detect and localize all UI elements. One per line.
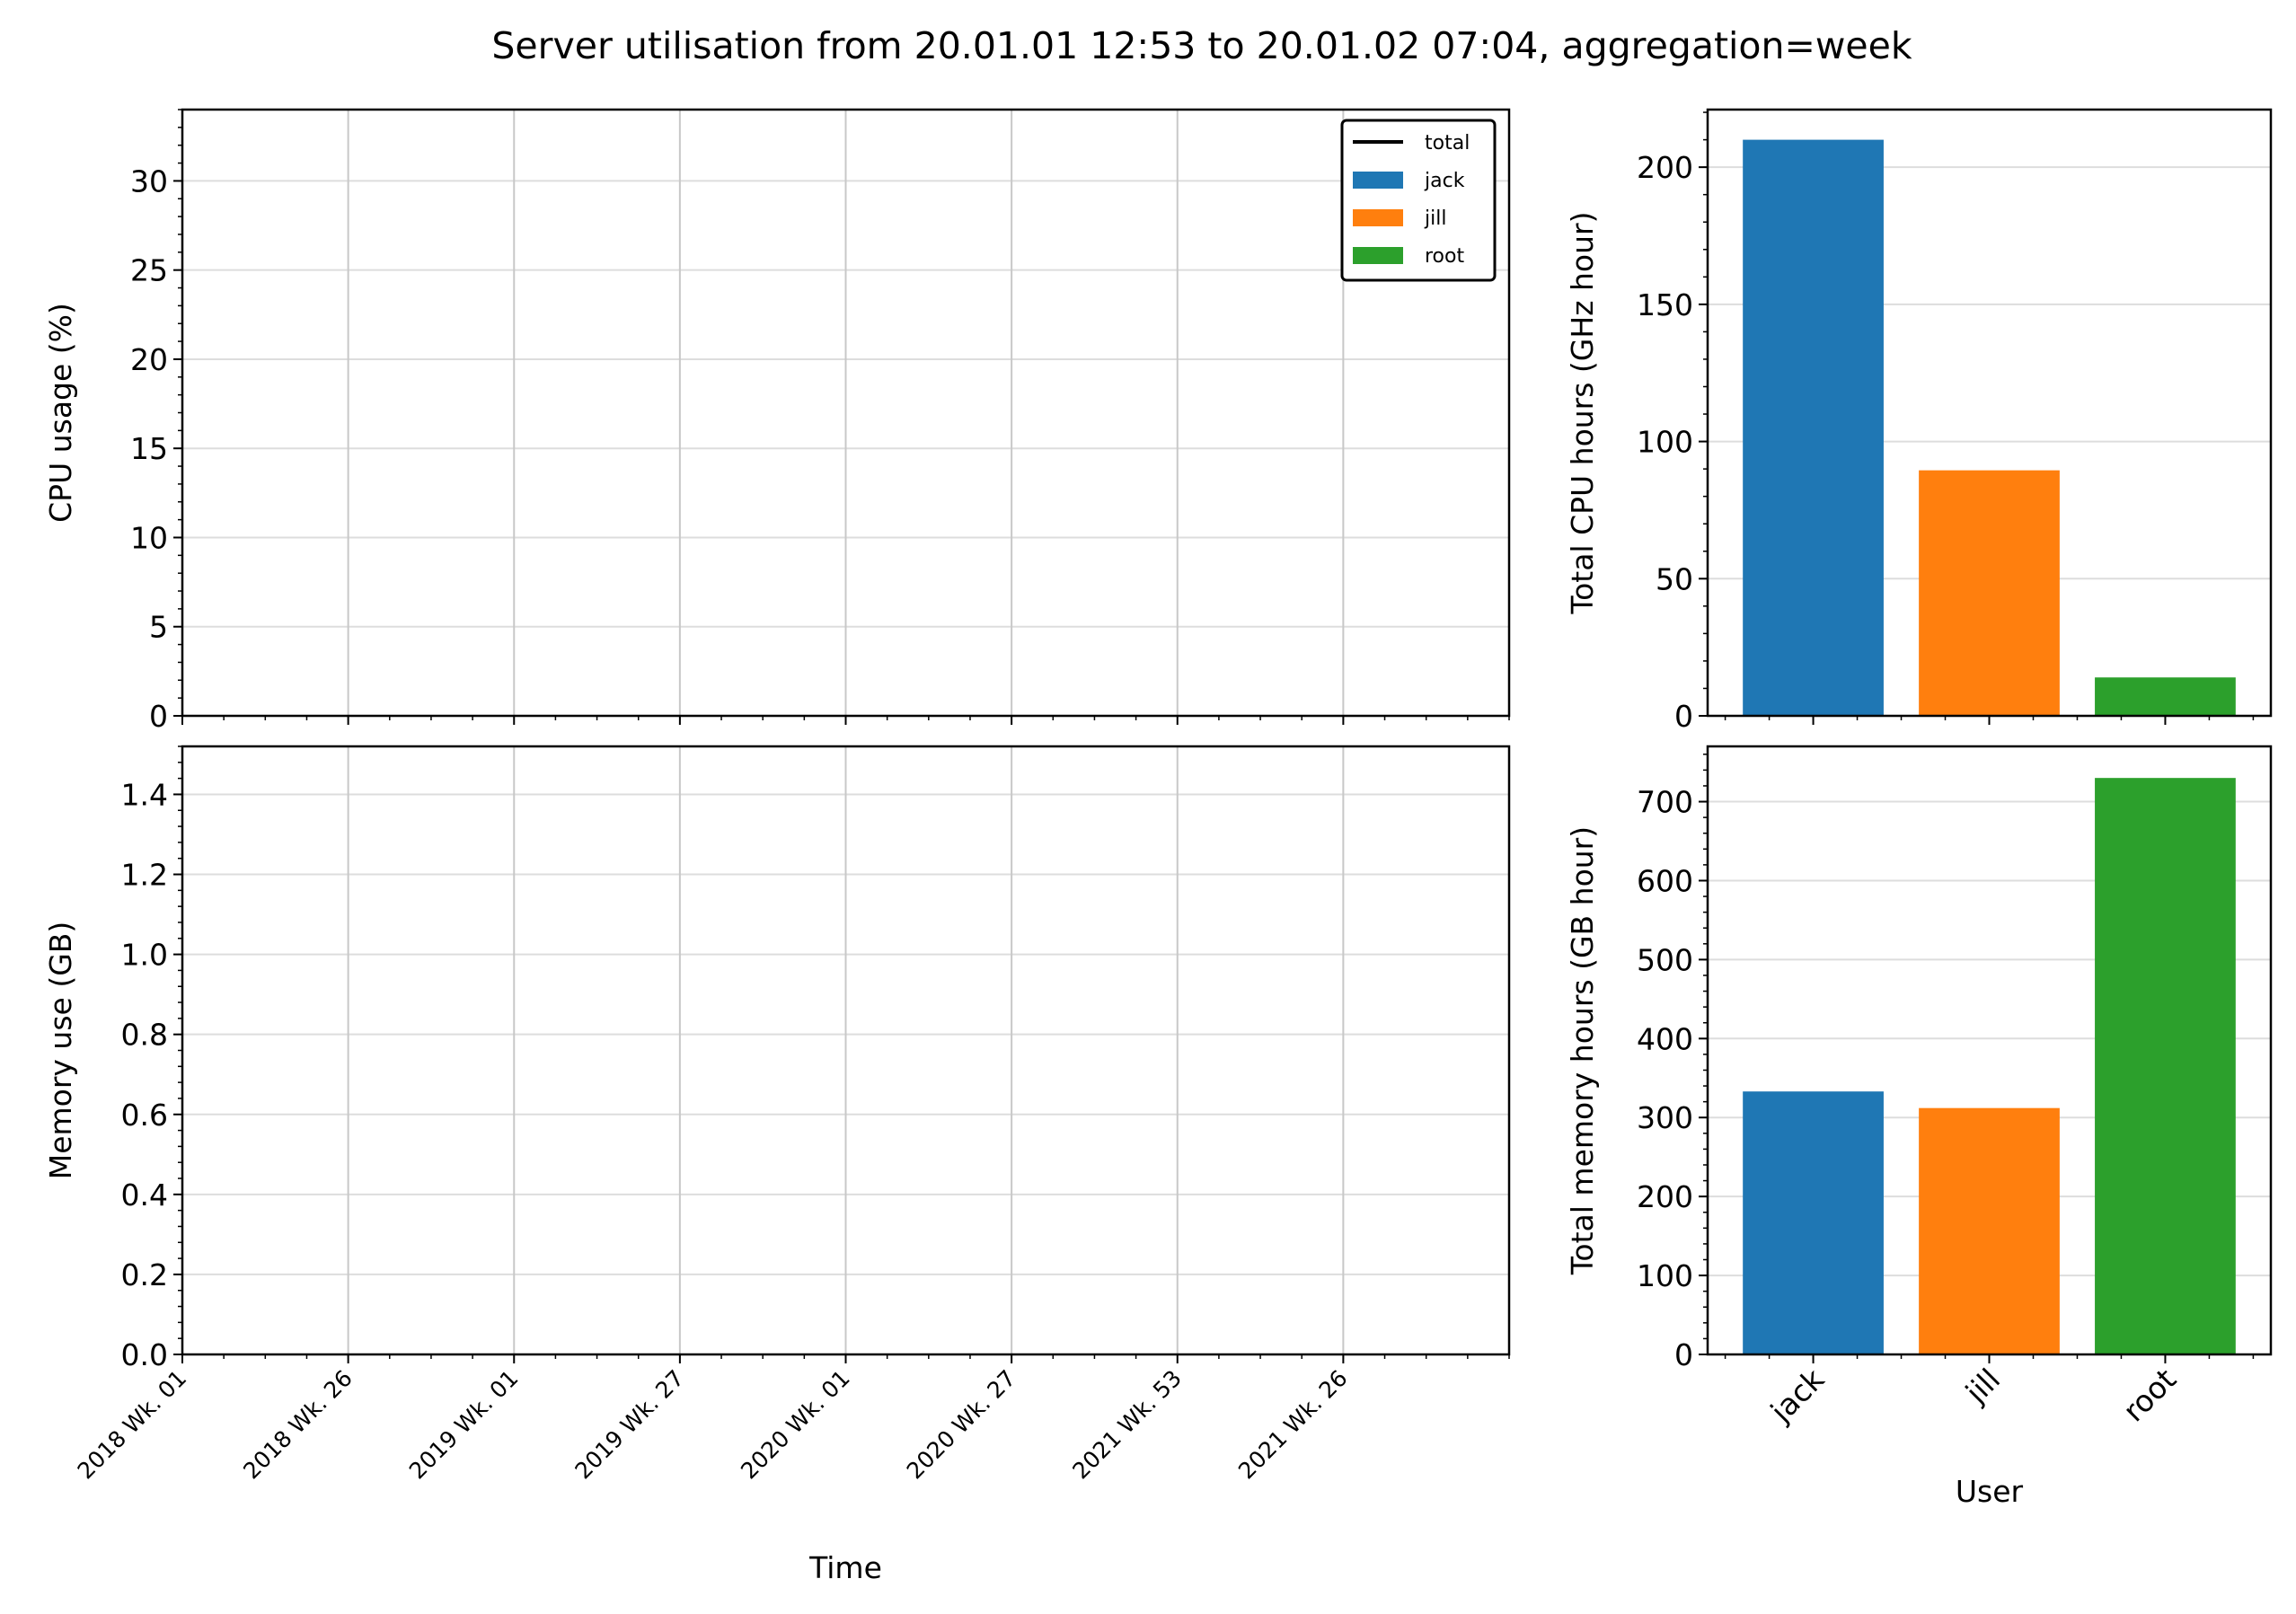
- memory_hours-ytick-label: 400: [1637, 1021, 1693, 1056]
- memory_hours-ytick-label: 100: [1637, 1258, 1693, 1293]
- memory_hours-ytick-label: 0: [1674, 1337, 1693, 1372]
- memory_hours-ytick-label: 200: [1637, 1179, 1693, 1214]
- cpu_time-ytick-label: 20: [130, 342, 168, 377]
- legend-label-jill: jill: [1424, 207, 1446, 230]
- cpu_time-ytick-label: 10: [130, 520, 168, 555]
- memory_time-ytick-label: 1.2: [121, 858, 168, 893]
- legend-swatch-root: [1353, 247, 1403, 264]
- cpu_hours-bar-root: [2095, 677, 2236, 716]
- memory_hours-ytick-label: 300: [1637, 1100, 1693, 1135]
- cpu_hours-bar-jill: [1919, 470, 2060, 716]
- memory_hours-ytick-label: 700: [1637, 785, 1693, 820]
- cpu_time-ytick-label: 0: [149, 699, 168, 734]
- legend-swatch-jill: [1353, 209, 1403, 226]
- cpu_hours-ytick-label: 200: [1637, 150, 1693, 185]
- figure-title: Server utilisation from 20.01.01 12:53 t…: [491, 24, 1912, 67]
- legend-label-root: root: [1425, 245, 1464, 268]
- cpu_hours-ytick-label: 150: [1637, 287, 1693, 322]
- cpu_hours-ytick-label: 50: [1656, 561, 1693, 596]
- cpu_hours-frame: [1706, 108, 2273, 718]
- cpu_hours-bar-jack: [1743, 139, 1884, 716]
- memory_hours-ytick-label: 600: [1637, 863, 1693, 898]
- memory_time-ytick-label: 0.6: [121, 1098, 168, 1133]
- legend-label-jack: jack: [1424, 170, 1465, 192]
- memory_hours-bar-root: [2095, 778, 2236, 1354]
- cpu_time-ytick-label: 25: [130, 253, 168, 288]
- memory_time-ytick-label: 0.4: [121, 1177, 168, 1213]
- cpu_hours-ytick-label: 0: [1674, 699, 1693, 734]
- memory_hours-ytick-label: 500: [1637, 942, 1693, 977]
- memory_hours-xlabel: User: [1956, 1474, 2024, 1509]
- legend-swatch-jack: [1353, 172, 1403, 189]
- cpu_time-ylabel: CPU usage (%): [43, 303, 78, 523]
- cpu_time-frame: [181, 108, 1511, 718]
- legend-box: [1340, 119, 1497, 282]
- memory_time-frame: [181, 745, 1511, 1356]
- memory_time-ytick-label: 0.8: [121, 1018, 168, 1053]
- memory_hours-bar-jack: [1743, 1091, 1884, 1354]
- cpu_time-ytick-label: 30: [130, 163, 168, 198]
- cpu_time-ytick-label: 5: [149, 610, 168, 645]
- memory_time-xlabel: Time: [808, 1550, 882, 1585]
- memory_time-ytick-label: 1.4: [121, 777, 168, 812]
- legend-label-total: total: [1425, 132, 1470, 154]
- memory_hours-ylabel: Total memory hours (GB hour): [1565, 826, 1600, 1275]
- memory_hours-bar-jill: [1919, 1107, 2060, 1354]
- memory_time-ytick-label: 1.0: [121, 938, 168, 973]
- cpu_hours-ylabel: Total CPU hours (GHz hour): [1565, 212, 1600, 615]
- memory_time-ytick-label: 0.0: [121, 1337, 168, 1372]
- cpu_time-ytick-label: 15: [130, 431, 168, 466]
- memory_time-ylabel: Memory use (GB): [43, 922, 78, 1180]
- memory_time-ytick-label: 0.2: [121, 1257, 168, 1292]
- cpu_hours-ytick-label: 100: [1637, 425, 1693, 460]
- memory_hours-frame: [1706, 745, 2273, 1356]
